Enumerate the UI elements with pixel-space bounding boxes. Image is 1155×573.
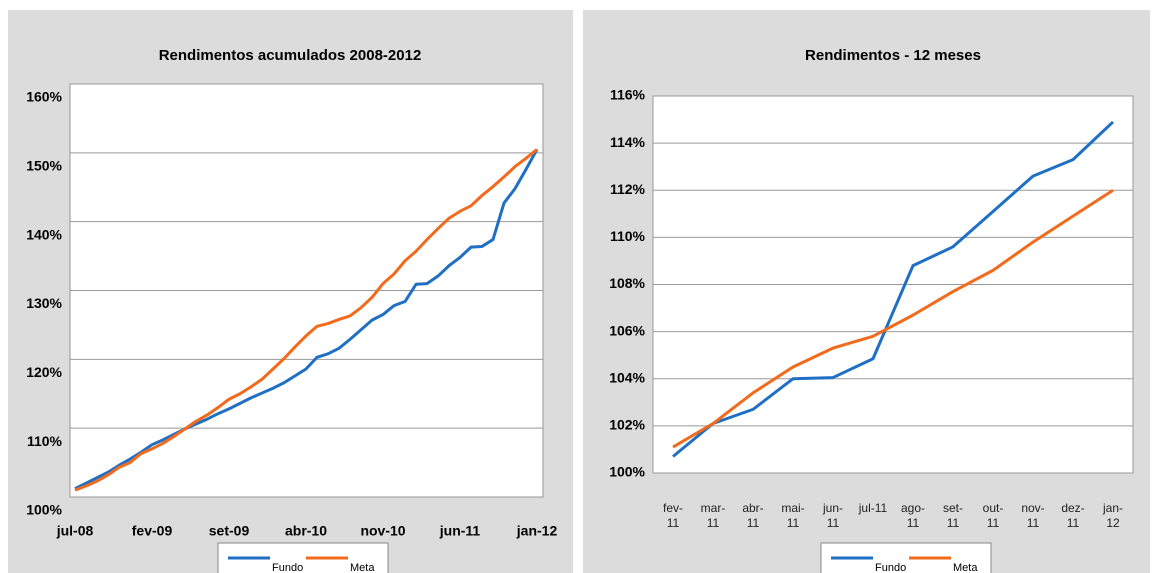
x-tick-label: jul-08 [56,523,94,539]
x-tick-label: set-11 [942,501,963,530]
x-tick-label: out-11 [982,501,1004,530]
x-tick-label: jun-11 [439,523,481,539]
y-tick-label: 110% [610,228,646,244]
y-tick-label: 140% [26,226,62,242]
series-line [672,120,1115,458]
y-tick-label: 100% [609,464,645,480]
y-tick-label: 110% [27,433,63,449]
x-tick-label: jan-12 [516,523,558,539]
x-tick-label: mai-11 [781,501,805,530]
y-tick-label: 106% [609,322,645,338]
y-tick-label: 100% [26,502,62,518]
x-tick-label: set-09 [209,523,250,539]
legend-label: Fundo [875,562,906,573]
chart-title: Rendimentos acumulados 2008-2012 [159,47,422,64]
y-tick-label: 130% [26,295,62,311]
x-tick-label: jul-11 [858,501,888,515]
legend-box [217,542,389,573]
y-tick-label: 108% [609,275,645,291]
x-tick-label: abr-10 [285,523,327,539]
y-tick-label: 104% [609,369,645,385]
series-line [74,148,538,492]
chart-title: Rendimentos - 12 meses [805,47,981,64]
y-tick-label: 102% [609,417,645,433]
legend-label: Meta [350,562,375,573]
series-line [74,148,539,491]
y-tick-label: 120% [26,364,62,380]
x-tick-label: abr-11 [742,501,764,530]
x-tick-label: jan-12 [1102,501,1123,530]
x-tick-label: ago-11 [900,501,926,530]
legend-label: Fundo [272,562,303,573]
series-line [672,188,1114,449]
x-tick-label: nov-10 [360,523,405,539]
x-tick-label: fev-09 [132,523,173,539]
y-tick-label: 150% [26,158,62,174]
x-tick-label: fev-11 [662,501,683,530]
x-tick-label: mar-11 [700,501,726,530]
x-tick-label: jun-11 [822,501,843,530]
y-tick-label: 116% [610,87,646,103]
x-tick-label: nov-11 [1021,501,1045,530]
x-tick-label: dez-11 [1061,501,1085,530]
legend-label: Meta [953,562,978,573]
y-tick-label: 112% [610,181,646,197]
y-tick-label: 160% [26,89,62,105]
y-tick-label: 114% [610,134,646,150]
